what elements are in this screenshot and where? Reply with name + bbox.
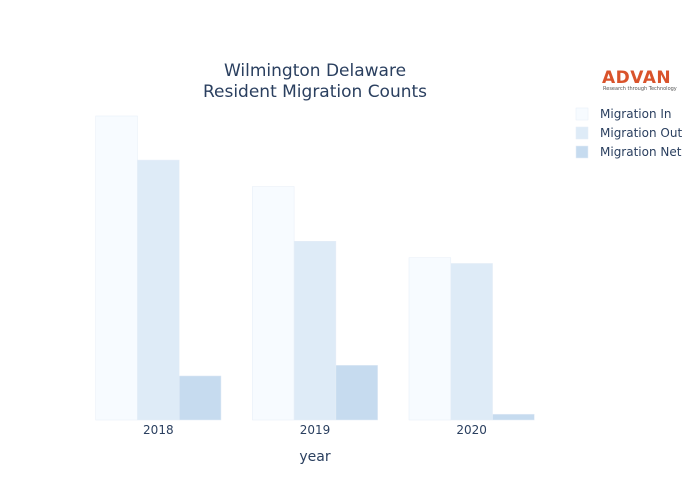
x-axis-title: year xyxy=(299,449,330,465)
bars-group xyxy=(95,115,535,421)
x-tick-2020: 2020 xyxy=(456,423,487,437)
legend-swatch-migration-out[interactable] xyxy=(575,126,589,140)
bar-migration-out-2018 xyxy=(137,159,180,421)
bar-migration-in-2020 xyxy=(408,257,452,421)
bar-migration-net-2018 xyxy=(178,375,222,421)
legend-label-migration-net[interactable]: Migration Net xyxy=(600,145,682,159)
x-tick-2018: 2018 xyxy=(143,423,174,437)
legend: Migration In Migration Out Migration Net xyxy=(575,107,682,159)
bar-migration-in-2018 xyxy=(95,115,138,421)
advan-logo-text: ADVAN xyxy=(602,68,671,88)
legend-swatch-migration-net[interactable] xyxy=(575,145,589,159)
legend-label-migration-in[interactable]: Migration In xyxy=(600,107,672,121)
x-tick-labels: 2018 2019 2020 xyxy=(143,423,487,437)
bar-migration-net-2019 xyxy=(335,365,378,421)
bar-migration-in-2019 xyxy=(252,186,295,421)
bar-migration-out-2019 xyxy=(293,241,337,421)
advan-logo: ADVAN Research through Technology xyxy=(602,68,677,92)
chart-title-line-1: Wilmington Delaware xyxy=(224,61,406,81)
bar-migration-net-2020 xyxy=(492,413,535,421)
legend-swatch-migration-in[interactable] xyxy=(575,107,589,121)
bar-migration-out-2020 xyxy=(450,263,493,421)
chart-title-line-2: Resident Migration Counts xyxy=(203,82,427,102)
legend-label-migration-out[interactable]: Migration Out xyxy=(600,126,682,140)
advan-logo-tagline: Research through Technology xyxy=(603,86,677,92)
x-tick-2019: 2019 xyxy=(300,423,331,437)
